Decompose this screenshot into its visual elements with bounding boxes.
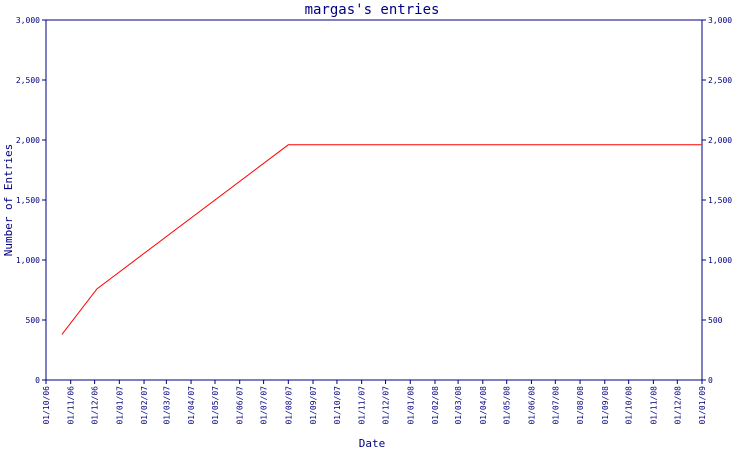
y-axis-left: 0 500 1,000 1,500 2,000 2,500 3,000 bbox=[16, 16, 46, 385]
x-axis-label: Date bbox=[359, 437, 386, 450]
x-tick-label: 01/12/07 bbox=[382, 386, 391, 425]
x-tick-label: 01/12/06 bbox=[91, 386, 100, 425]
plot-frame bbox=[45, 19, 703, 381]
y-tick-label-right: 1,000 bbox=[708, 256, 732, 265]
x-tick-label: 01/04/08 bbox=[479, 386, 488, 425]
x-tick-label: 01/01/09 bbox=[698, 386, 707, 425]
x-tick-label: 01/10/06 bbox=[42, 386, 51, 425]
y-tick-label-right: 1,500 bbox=[708, 196, 732, 205]
y-tick-label-left: 2,500 bbox=[16, 76, 40, 85]
x-tick-label: 01/08/08 bbox=[576, 386, 585, 425]
y-axis-label: Number of Entries bbox=[2, 144, 15, 257]
x-tick-label: 01/06/07 bbox=[236, 386, 245, 425]
x-tick-label: 01/10/07 bbox=[333, 386, 342, 425]
y-tick-label-left: 0 bbox=[35, 376, 40, 385]
series-group bbox=[61, 144, 702, 335]
y-tick-label-right: 500 bbox=[708, 316, 723, 325]
y-tick-label-left: 1,000 bbox=[16, 256, 40, 265]
y-tick-label-right: 2,000 bbox=[708, 136, 732, 145]
chart-title: margas's entries bbox=[305, 2, 440, 18]
x-tick-label: 01/06/08 bbox=[527, 386, 536, 425]
x-tick-label: 01/03/07 bbox=[162, 386, 171, 425]
x-tick-label: 01/07/07 bbox=[260, 386, 269, 425]
x-tick-label: 01/10/08 bbox=[625, 386, 634, 425]
series-line bbox=[61, 144, 702, 335]
x-axis: 01/10/06 01/11/06 01/12/06 01/01/07 01/02/07… bbox=[42, 380, 707, 425]
y-tick-label-left: 500 bbox=[26, 316, 41, 325]
x-tick-label: 01/01/07 bbox=[115, 386, 124, 425]
x-tick-label: 01/08/07 bbox=[284, 386, 293, 425]
x-tick-label: 01/04/07 bbox=[187, 386, 196, 425]
x-tick-label: 01/05/08 bbox=[503, 386, 512, 425]
x-tick-label: 01/09/08 bbox=[601, 386, 610, 425]
x-tick-label: 01/12/08 bbox=[673, 386, 682, 425]
x-tick-label: 01/01/08 bbox=[406, 386, 415, 425]
x-tick-label: 01/07/08 bbox=[551, 386, 560, 425]
y-tick-label-right: 3,000 bbox=[708, 16, 732, 25]
y-tick-label-left: 1,500 bbox=[16, 196, 40, 205]
x-tick-label: 01/03/08 bbox=[454, 386, 463, 425]
x-tick-label: 01/11/06 bbox=[67, 386, 76, 425]
x-tick-label: 01/05/07 bbox=[211, 386, 220, 425]
y-tick-label-right: 2,500 bbox=[708, 76, 732, 85]
y-axis-right: 0 500 1,000 1,500 2,000 2,500 3,000 bbox=[702, 16, 732, 385]
x-tick-label: 01/11/07 bbox=[358, 386, 367, 425]
y-tick-label-left: 2,000 bbox=[16, 136, 40, 145]
x-tick-label: 01/02/07 bbox=[140, 386, 149, 425]
x-tick-label: 01/02/08 bbox=[431, 386, 440, 425]
x-tick-label: 01/09/07 bbox=[309, 386, 318, 425]
x-tick-label: 01/11/08 bbox=[649, 386, 658, 425]
y-tick-label-right: 0 bbox=[708, 376, 713, 385]
y-tick-label-left: 3,000 bbox=[16, 16, 40, 25]
